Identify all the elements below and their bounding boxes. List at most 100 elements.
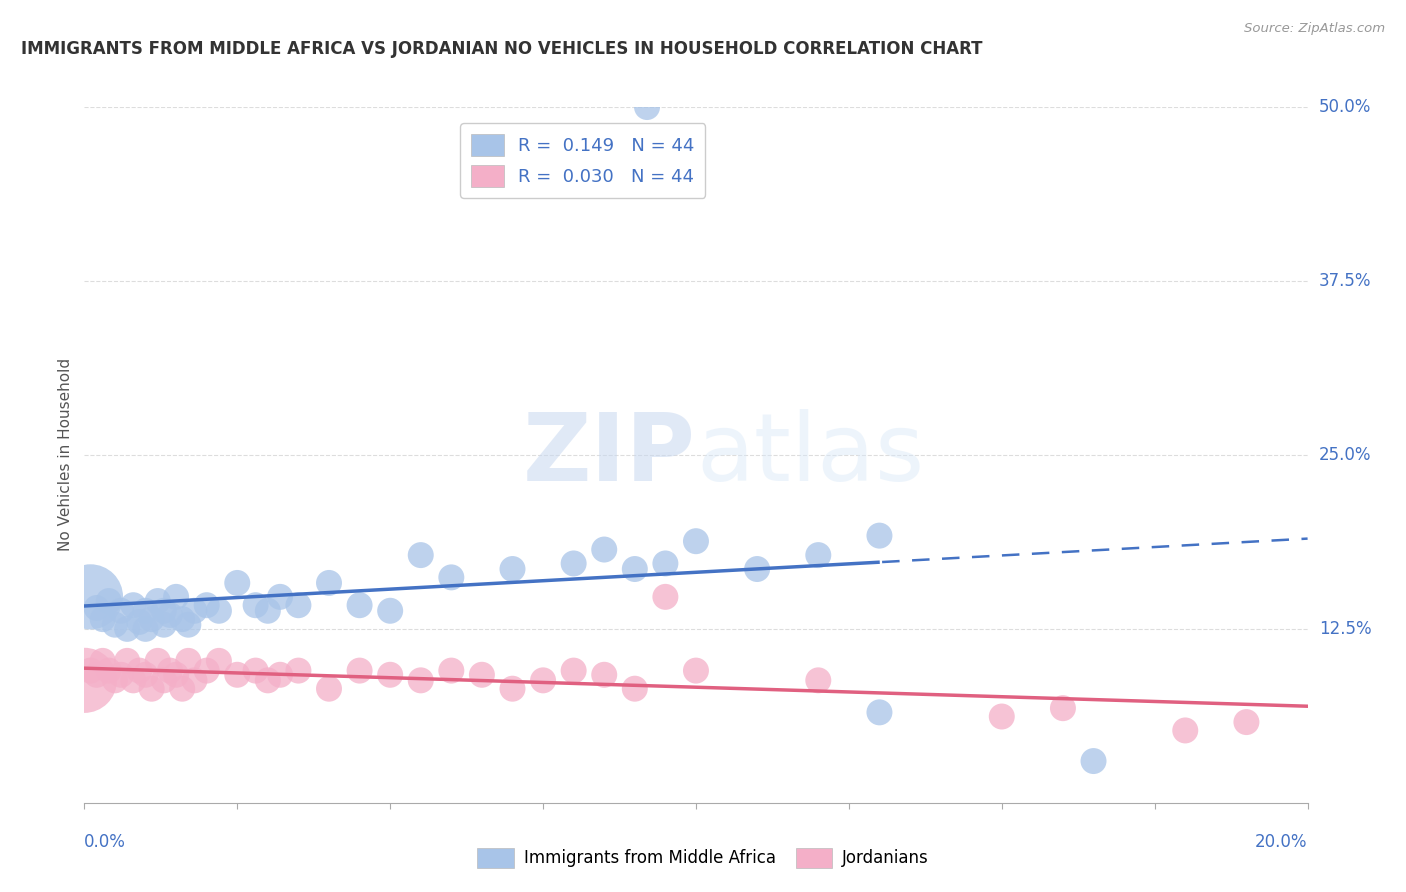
Point [135, 667, 157, 681]
Point [97, 664, 120, 678]
Point [146, 594, 169, 608]
Point [128, 664, 150, 678]
Point [318, 681, 340, 696]
Text: IMMIGRANTS FROM MIDDLE AFRICA VS JORDANIAN NO VEHICLES IN HOUSEHOLD CORRELATION : IMMIGRANTS FROM MIDDLE AFRICA VS JORDANI… [21, 40, 983, 58]
Point [269, 667, 291, 681]
Point [685, 534, 707, 549]
Point [245, 598, 267, 612]
Point [624, 681, 647, 696]
Point [869, 528, 891, 542]
Point [409, 548, 432, 562]
Point [153, 673, 176, 688]
Point [654, 590, 676, 604]
Point [747, 562, 769, 576]
Point [269, 590, 291, 604]
Point [287, 598, 309, 612]
Point [110, 667, 132, 681]
Point [153, 617, 176, 632]
Point [562, 664, 585, 678]
Point [172, 681, 194, 696]
Point [440, 664, 463, 678]
Point [1236, 715, 1258, 730]
Point [115, 654, 138, 668]
Point [1083, 754, 1105, 768]
Point [104, 617, 127, 632]
Point [79, 664, 101, 678]
Point [122, 598, 145, 612]
Point [502, 681, 524, 696]
Point [115, 622, 138, 636]
Text: 37.5%: 37.5% [1319, 272, 1371, 290]
Point [86, 667, 108, 681]
Text: 50.0%: 50.0% [1319, 98, 1371, 116]
Point [245, 664, 267, 678]
Point [183, 604, 205, 618]
Point [807, 673, 830, 688]
Point [636, 100, 658, 114]
Text: Source: ZipAtlas.com: Source: ZipAtlas.com [1244, 22, 1385, 36]
Point [502, 562, 524, 576]
Point [183, 673, 205, 688]
Point [287, 664, 309, 678]
Point [1052, 701, 1074, 715]
Text: atlas: atlas [696, 409, 924, 501]
Point [104, 673, 127, 688]
Point [409, 673, 432, 688]
Point [1174, 723, 1197, 738]
Point [172, 612, 194, 626]
Point [685, 664, 707, 678]
Point [380, 667, 402, 681]
Point [122, 673, 145, 688]
Point [86, 601, 108, 615]
Point [159, 607, 181, 622]
Point [208, 604, 231, 618]
Point [654, 557, 676, 571]
Point [165, 667, 187, 681]
Point [79, 590, 101, 604]
Point [562, 557, 585, 571]
Point [593, 542, 616, 557]
Point [440, 570, 463, 584]
Point [97, 594, 120, 608]
Text: ZIP: ZIP [523, 409, 696, 501]
Point [257, 673, 280, 688]
Legend: R =  0.149   N = 44, R =  0.030   N = 44: R = 0.149 N = 44, R = 0.030 N = 44 [460, 123, 706, 198]
Point [869, 706, 891, 720]
Point [91, 654, 114, 668]
Point [153, 604, 176, 618]
Point [159, 664, 181, 678]
Point [110, 604, 132, 618]
Point [257, 604, 280, 618]
Text: 20.0%: 20.0% [1256, 833, 1308, 851]
Y-axis label: No Vehicles in Household: No Vehicles in Household [58, 359, 73, 551]
Point [195, 664, 218, 678]
Text: 25.0%: 25.0% [1319, 446, 1371, 464]
Point [208, 654, 231, 668]
Legend: Immigrants from Middle Africa, Jordanians: Immigrants from Middle Africa, Jordanian… [470, 841, 936, 875]
Point [135, 604, 157, 618]
Point [195, 598, 218, 612]
Point [991, 709, 1014, 723]
Point [226, 576, 249, 591]
Point [141, 612, 163, 626]
Text: 12.5%: 12.5% [1319, 620, 1371, 638]
Point [135, 622, 157, 636]
Point [318, 576, 340, 591]
Text: 0.0%: 0.0% [84, 833, 127, 851]
Point [165, 590, 187, 604]
Point [177, 654, 200, 668]
Point [128, 615, 150, 629]
Point [146, 654, 169, 668]
Point [471, 667, 494, 681]
Point [226, 667, 249, 681]
Point [73, 673, 96, 688]
Point [349, 598, 371, 612]
Point [177, 617, 200, 632]
Point [531, 673, 554, 688]
Point [141, 681, 163, 696]
Point [349, 664, 371, 678]
Point [380, 604, 402, 618]
Point [91, 612, 114, 626]
Point [624, 562, 647, 576]
Point [593, 667, 616, 681]
